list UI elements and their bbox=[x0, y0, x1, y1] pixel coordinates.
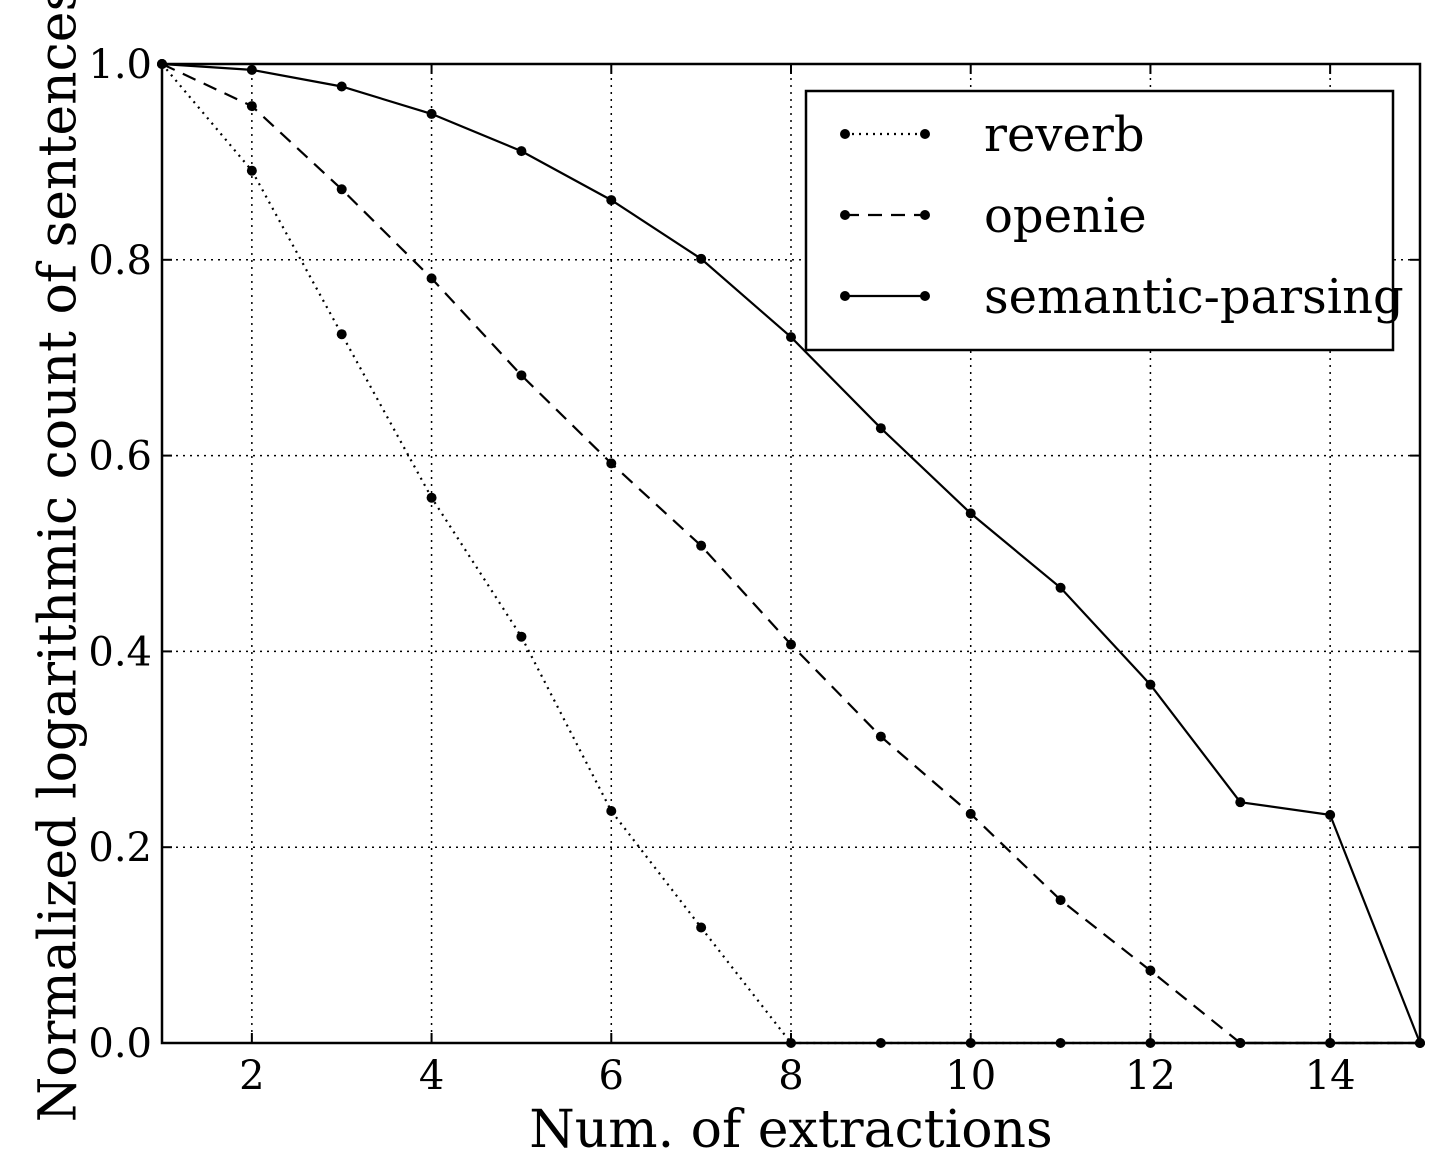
legend-marker-left bbox=[840, 129, 850, 139]
legend-marker-left bbox=[840, 291, 850, 301]
series-semantic-parsing bbox=[157, 59, 1425, 1048]
x-tick-label: 10 bbox=[945, 1053, 996, 1099]
x-tick-label: 6 bbox=[599, 1053, 624, 1099]
legend-box bbox=[804, 89, 1395, 352]
legend-label-semantic-parsing: semantic-parsing bbox=[984, 269, 1404, 325]
data-point-semantic-parsing bbox=[1145, 679, 1156, 690]
y-tick-label: 1.0 bbox=[88, 42, 152, 88]
axis-ticks: 2 4 6 8 10 12 14 0.0 0.2 0.4 0.6 0.8 1.0 bbox=[88, 42, 1420, 1099]
data-point-reverb bbox=[516, 631, 527, 642]
data-point-semantic-parsing bbox=[1235, 797, 1246, 808]
legend-marker-right bbox=[920, 291, 930, 301]
data-point-openie bbox=[1145, 965, 1156, 976]
data-point-openie bbox=[336, 184, 347, 195]
y-axis-label: Normalized logarithmic count of sentence… bbox=[29, 0, 89, 1122]
data-point-reverb bbox=[696, 922, 707, 933]
data-point-semantic-parsing bbox=[965, 508, 976, 519]
data-point-semantic-parsing bbox=[696, 253, 707, 264]
data-point-openie bbox=[1055, 895, 1066, 906]
x-tick-label: 14 bbox=[1305, 1053, 1356, 1099]
series-lines bbox=[157, 59, 1425, 1048]
data-point-semantic-parsing bbox=[606, 195, 617, 206]
data-point-semantic-parsing bbox=[1055, 582, 1066, 593]
data-point-openie bbox=[965, 808, 976, 819]
data-point-reverb bbox=[336, 329, 347, 340]
data-point-openie bbox=[696, 540, 707, 551]
data-point-semantic-parsing bbox=[336, 81, 347, 92]
data-point-semantic-parsing bbox=[786, 332, 796, 343]
data-point-openie bbox=[246, 101, 257, 112]
data-point-openie bbox=[426, 273, 437, 284]
x-tick-label: 12 bbox=[1125, 1053, 1176, 1099]
x-tick-label: 2 bbox=[239, 1053, 264, 1099]
legend-item-reverb: reverb bbox=[840, 107, 1145, 163]
legend-label-openie: openie bbox=[984, 188, 1147, 244]
legend-label-reverb: reverb bbox=[984, 107, 1145, 163]
data-point-semantic-parsing bbox=[1325, 809, 1336, 820]
y-tick-label: 0.8 bbox=[88, 238, 152, 284]
data-point-openie bbox=[516, 370, 527, 381]
y-tick-label: 0.4 bbox=[88, 629, 152, 675]
data-point-semantic-parsing bbox=[426, 108, 437, 119]
legend-marker-right bbox=[920, 210, 930, 220]
x-axis-label: Num. of extractions bbox=[529, 1100, 1052, 1160]
legend-marker-left bbox=[840, 210, 850, 220]
data-point-semantic-parsing bbox=[516, 146, 527, 157]
data-point-reverb bbox=[246, 165, 257, 176]
data-point-openie bbox=[606, 458, 617, 469]
x-tick-label: 8 bbox=[778, 1053, 803, 1099]
data-point-reverb bbox=[606, 805, 617, 816]
legend-item-openie: openie bbox=[840, 188, 1147, 244]
y-tick-label: 0.2 bbox=[88, 825, 152, 871]
data-point-openie bbox=[786, 639, 796, 650]
legend: reverb openie semantic-parsing bbox=[804, 89, 1404, 352]
y-tick-label: 0.0 bbox=[88, 1021, 152, 1067]
legend-marker-right bbox=[920, 129, 930, 139]
data-point-reverb bbox=[426, 492, 437, 503]
data-point-semantic-parsing bbox=[875, 423, 886, 434]
x-tick-label: 4 bbox=[419, 1053, 444, 1099]
data-point-openie bbox=[875, 731, 886, 742]
legend-item-semantic-parsing: semantic-parsing bbox=[840, 269, 1404, 325]
y-tick-label: 0.6 bbox=[88, 434, 152, 480]
